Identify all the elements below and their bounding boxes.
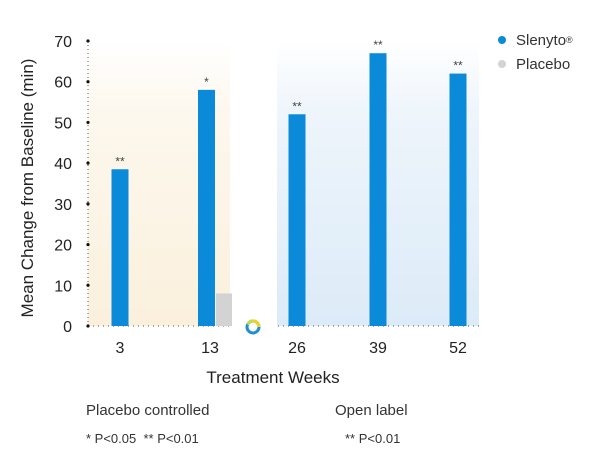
x-axis-title: Treatment Weeks [206, 368, 339, 387]
significance-label: ** [453, 59, 463, 73]
x-tick-label: 52 [449, 340, 467, 357]
legend-label-placebo: Placebo [516, 55, 571, 73]
slenyto-dot-icon [498, 36, 506, 44]
placebo-dot-icon [498, 60, 506, 68]
y-tick-label: 0 [63, 319, 72, 336]
x-tick-label: 39 [369, 340, 387, 357]
legend-item-placebo: Placebo [498, 52, 573, 76]
registered-mark: ® [566, 35, 573, 45]
legend-item-slenyto: Slenyto ® [498, 28, 573, 52]
x-tick-label: 26 [288, 340, 306, 357]
y-tick-mark [86, 283, 90, 287]
x-tick-label: 3 [116, 340, 125, 357]
y-tick-mark [86, 202, 90, 206]
y-tick-mark [86, 324, 90, 328]
x-tick-label: 13 [201, 340, 219, 357]
significance-label: ** [115, 154, 125, 168]
open-label-title: Open label [335, 402, 408, 419]
placebo-significance-note: * P<0.05 ** P<0.01 [86, 431, 199, 446]
significance-label: * [204, 75, 209, 89]
bar-slenyto-week-39 [369, 53, 387, 326]
bar-slenyto-week-13 [198, 89, 215, 326]
open-label-significance-note: ** P<0.01 [345, 431, 401, 446]
y-tick-mark [86, 39, 90, 43]
legend-label-slenyto: Slenyto [516, 31, 567, 49]
y-tick-label: 60 [54, 75, 72, 92]
y-tick-mark [86, 80, 90, 84]
bar-slenyto-week-52 [449, 73, 467, 326]
y-tick-label: 30 [54, 197, 72, 214]
y-tick-label: 20 [54, 238, 72, 255]
y-tick-mark [86, 242, 90, 247]
y-tick-label: 70 [54, 34, 72, 51]
placebo-controlled-title: Placebo controlled [86, 402, 210, 419]
break-ring-icon [245, 319, 261, 335]
y-tick-mark [86, 120, 90, 125]
bar-slenyto-week-3 [111, 169, 129, 326]
legend: Slenyto ® Placebo [498, 28, 573, 76]
y-tick-mark [86, 161, 90, 165]
y-tick-label: 50 [54, 115, 72, 132]
bar-placebo-week-13 [216, 293, 232, 326]
significance-label: ** [373, 38, 383, 52]
y-tick-label: 10 [54, 278, 72, 295]
y-axis-title: Mean Change from Baseline (min) [18, 59, 37, 318]
bar-slenyto-week-26 [288, 114, 306, 327]
y-tick-label: 40 [54, 156, 72, 173]
significance-label: ** [292, 99, 302, 113]
